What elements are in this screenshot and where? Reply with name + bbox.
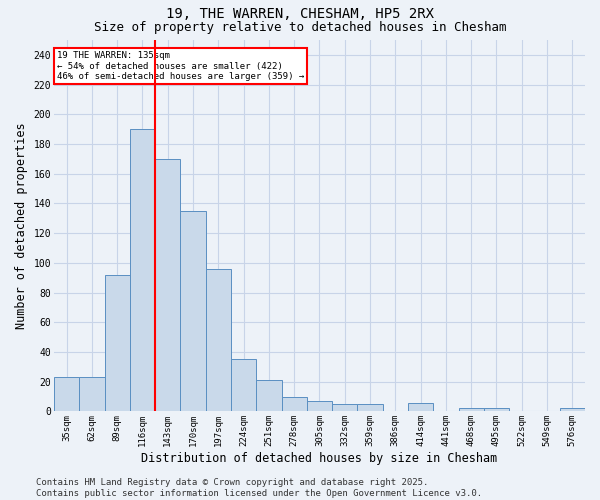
Bar (104, 274, 130, 411)
Bar (54, 377, 79, 412)
Bar (332, 404, 358, 411)
Bar (408, 402, 433, 411)
Bar (181, 211, 206, 412)
Bar (281, 396, 307, 411)
Bar (155, 159, 181, 411)
Text: Contains HM Land Registry data © Crown copyright and database right 2025.
Contai: Contains HM Land Registry data © Crown c… (36, 478, 482, 498)
Text: Size of property relative to detached houses in Chesham: Size of property relative to detached ho… (94, 21, 506, 34)
Y-axis label: Number of detached properties: Number of detached properties (15, 122, 28, 329)
Bar (231, 360, 256, 412)
Bar (484, 408, 509, 412)
Bar (206, 269, 231, 412)
Bar (560, 408, 585, 412)
Bar (256, 380, 281, 412)
Text: 19, THE WARREN, CHESHAM, HP5 2RX: 19, THE WARREN, CHESHAM, HP5 2RX (166, 8, 434, 22)
Text: 19 THE WARREN: 135sqm
← 54% of detached houses are smaller (422)
46% of semi-det: 19 THE WARREN: 135sqm ← 54% of detached … (56, 51, 304, 81)
X-axis label: Distribution of detached houses by size in Chesham: Distribution of detached houses by size … (142, 452, 497, 465)
Bar (307, 401, 332, 411)
Bar (358, 404, 383, 411)
Bar (458, 408, 484, 412)
Bar (130, 129, 155, 412)
Bar (79, 377, 104, 412)
